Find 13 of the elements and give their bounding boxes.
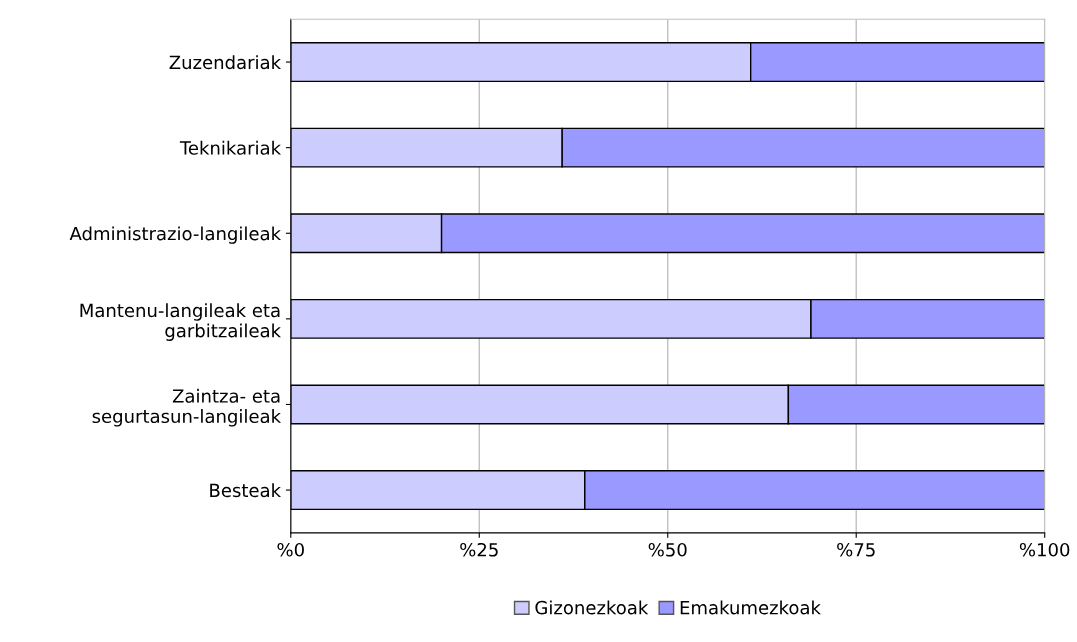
y-tick-label: Besteak xyxy=(210,483,282,498)
y-tick-label: Zaintza- eta segurtasun-langileak xyxy=(92,388,282,427)
y-tick-label: Mantenu-langileak eta garbitzaileak xyxy=(80,303,282,341)
x-tick-label: %100 xyxy=(1019,542,1070,557)
x-tick-label: %25 xyxy=(460,542,498,557)
legend-label: Gizonezkoak xyxy=(535,600,649,615)
y-tick-label: Teknikariak xyxy=(179,140,282,155)
x-tick-label: %50 xyxy=(648,542,687,557)
y-tick-label: Zuzendariak xyxy=(169,55,282,70)
y-tick-label: Administrazio-langileak xyxy=(69,226,282,244)
x-tick-label: %0 xyxy=(277,542,304,557)
legend-label: Emakumezkoak xyxy=(680,600,821,615)
x-tick-label: %75 xyxy=(837,542,875,557)
